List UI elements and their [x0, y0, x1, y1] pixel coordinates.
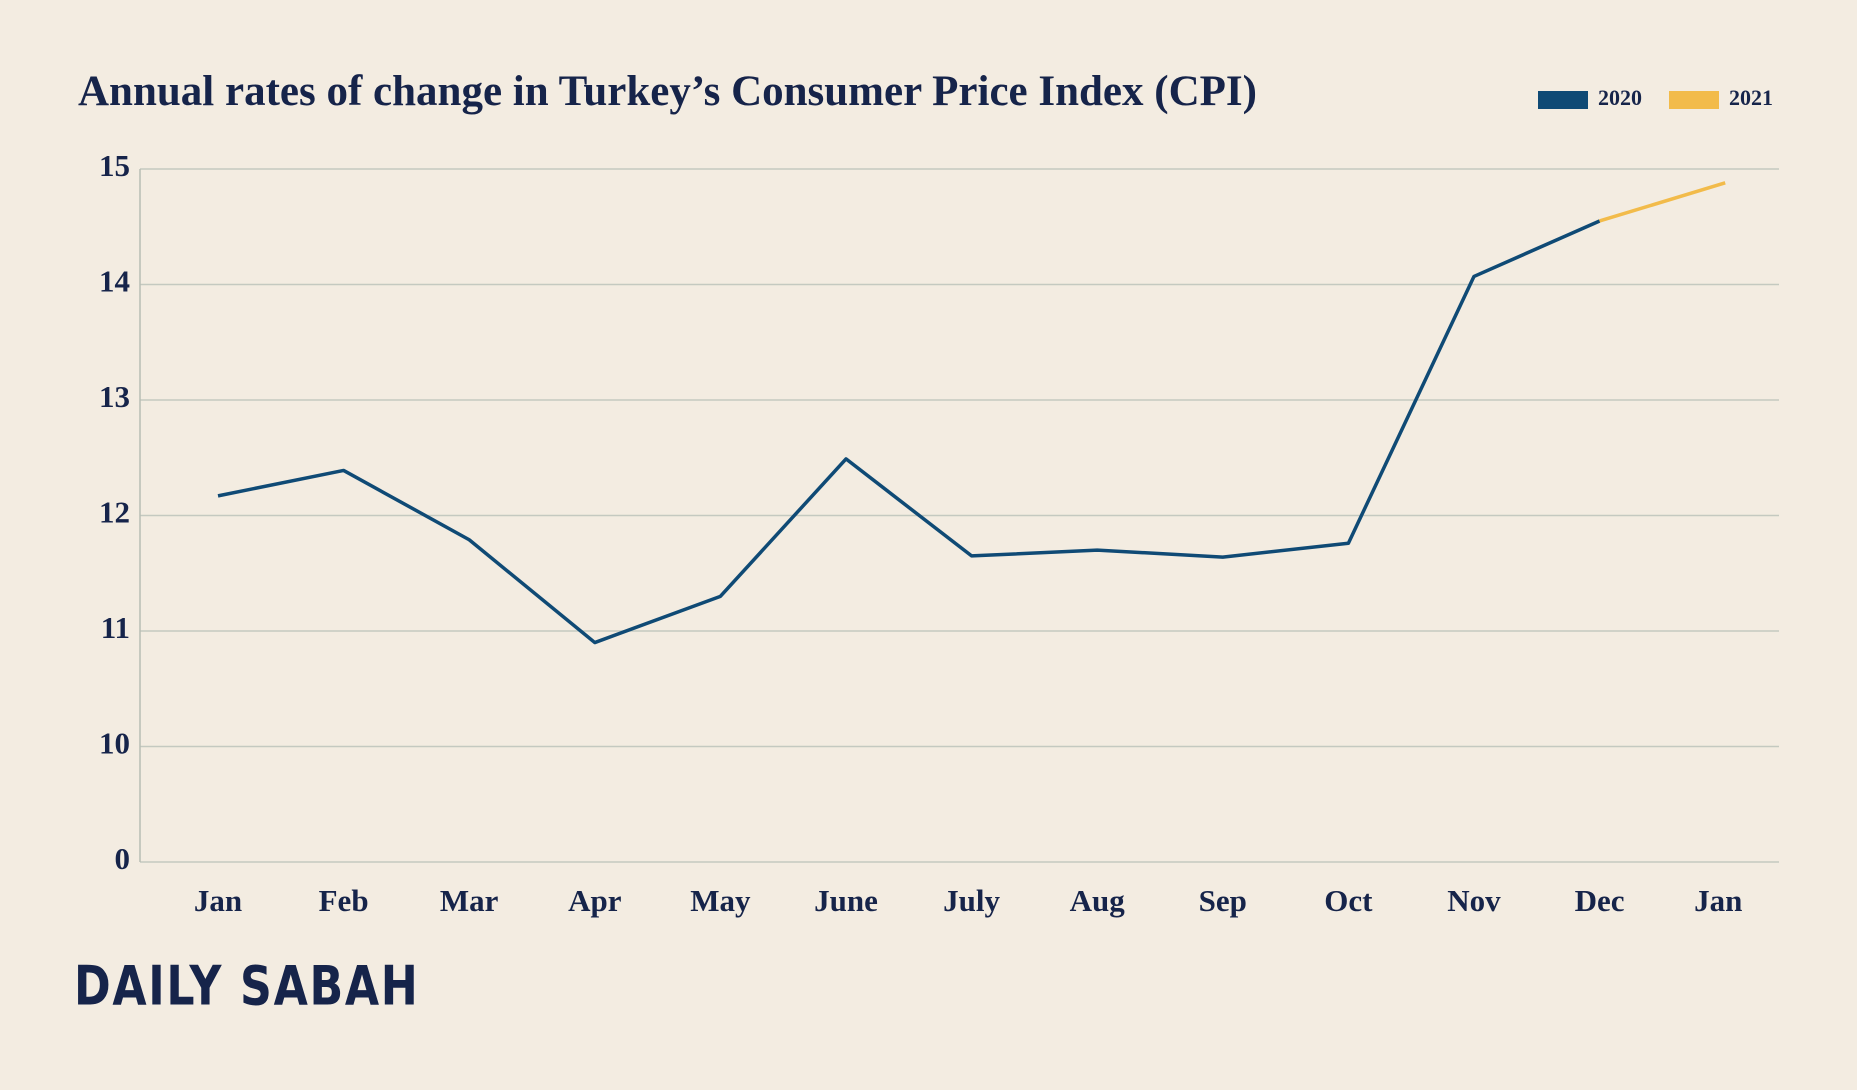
x-tick-label: Sep: [1199, 883, 1247, 918]
x-tick-label: Mar: [440, 883, 499, 918]
x-tick-label: Nov: [1447, 883, 1501, 918]
legend-swatch: [1669, 91, 1719, 109]
x-tick-label: Feb: [319, 883, 369, 918]
y-tick-label: 11: [101, 610, 130, 645]
logo: DAILY SABAH: [74, 954, 419, 1017]
x-tick-label: June: [814, 883, 878, 918]
y-tick-label: 0: [115, 841, 131, 876]
y-tick-label: 14: [99, 264, 130, 299]
legend-swatch: [1538, 91, 1588, 109]
x-tick-label: Jan: [194, 883, 242, 918]
x-tick-label: July: [943, 883, 1000, 918]
y-tick-label: 10: [99, 726, 130, 761]
x-tick-label: Aug: [1070, 883, 1126, 918]
x-tick-label: May: [690, 883, 751, 918]
x-tick-label: Jan: [1694, 883, 1742, 918]
x-tick-label: Apr: [568, 883, 622, 918]
line: [1599, 181, 1726, 223]
x-tick-label: Oct: [1324, 883, 1373, 918]
y-tick-label: 15: [99, 148, 130, 183]
x-tick-label: Dec: [1575, 883, 1625, 918]
y-tick-label: 13: [99, 379, 130, 414]
chart-title: Annual rates of change in Turkey’s Consu…: [78, 68, 1257, 115]
line: [217, 219, 1601, 645]
legend-label: 2020: [1598, 85, 1642, 110]
legend-label: 2021: [1729, 85, 1773, 110]
y-tick-label: 12: [99, 495, 130, 530]
